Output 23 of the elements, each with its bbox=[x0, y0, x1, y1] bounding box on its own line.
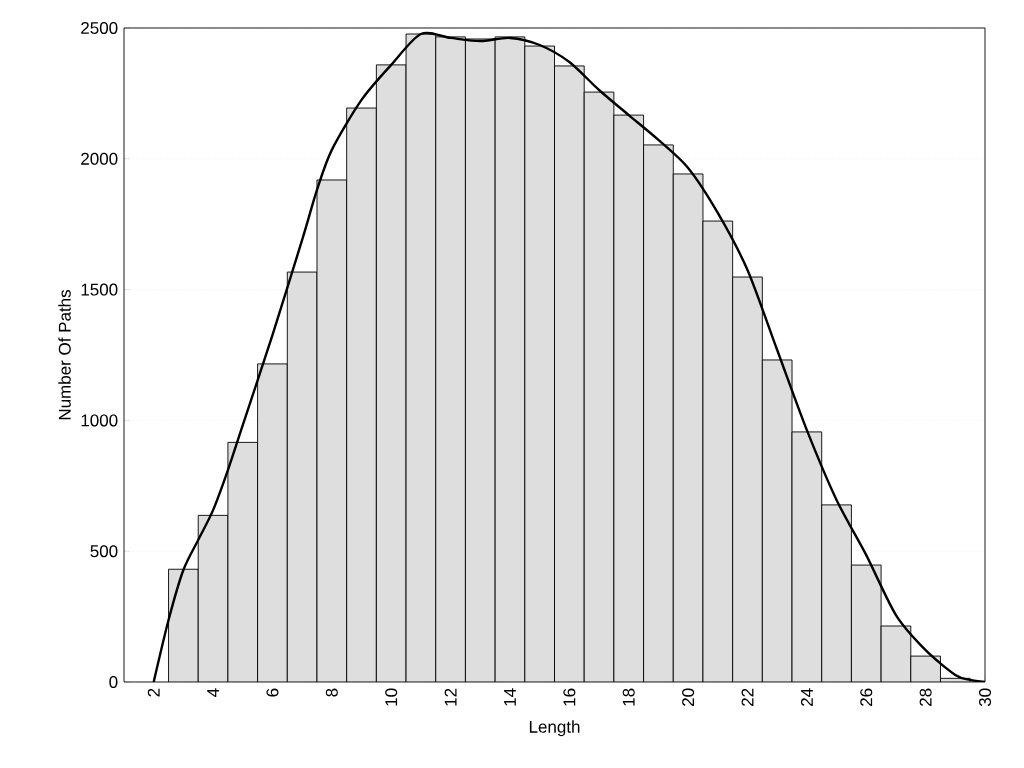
x-tick-label: 4 bbox=[207, 688, 219, 697]
y-tick-label: 2500 bbox=[81, 21, 118, 35]
x-tick-label: 24 bbox=[800, 688, 813, 706]
x-tick-label: 28 bbox=[919, 688, 932, 706]
x-axis-title: Length bbox=[529, 720, 580, 737]
x-tick-label: 16 bbox=[563, 688, 576, 706]
x-tick-label: 20 bbox=[682, 688, 695, 706]
y-tick-label: 2000 bbox=[81, 152, 118, 165]
y-tick-label: 500 bbox=[90, 545, 118, 558]
x-tick-label: 30 bbox=[978, 688, 992, 707]
x-tick-label: 14 bbox=[504, 688, 516, 706]
x-tick-label: 6 bbox=[266, 688, 279, 697]
x-tick-label: 10 bbox=[385, 688, 398, 706]
x-tick-label: 26 bbox=[860, 688, 873, 706]
x-tick-label: 2 bbox=[147, 688, 160, 697]
y-tick-label: 0 bbox=[109, 675, 118, 689]
x-tick-label: 22 bbox=[741, 688, 754, 706]
x-tick-label: 18 bbox=[622, 688, 635, 706]
x-tick-label: 12 bbox=[444, 688, 457, 706]
y-axis-title: Number Of Paths bbox=[58, 289, 71, 420]
x-tick-label: 8 bbox=[325, 688, 338, 697]
y-tick-label: 1500 bbox=[81, 283, 118, 296]
y-tick-label: 1000 bbox=[81, 414, 118, 427]
